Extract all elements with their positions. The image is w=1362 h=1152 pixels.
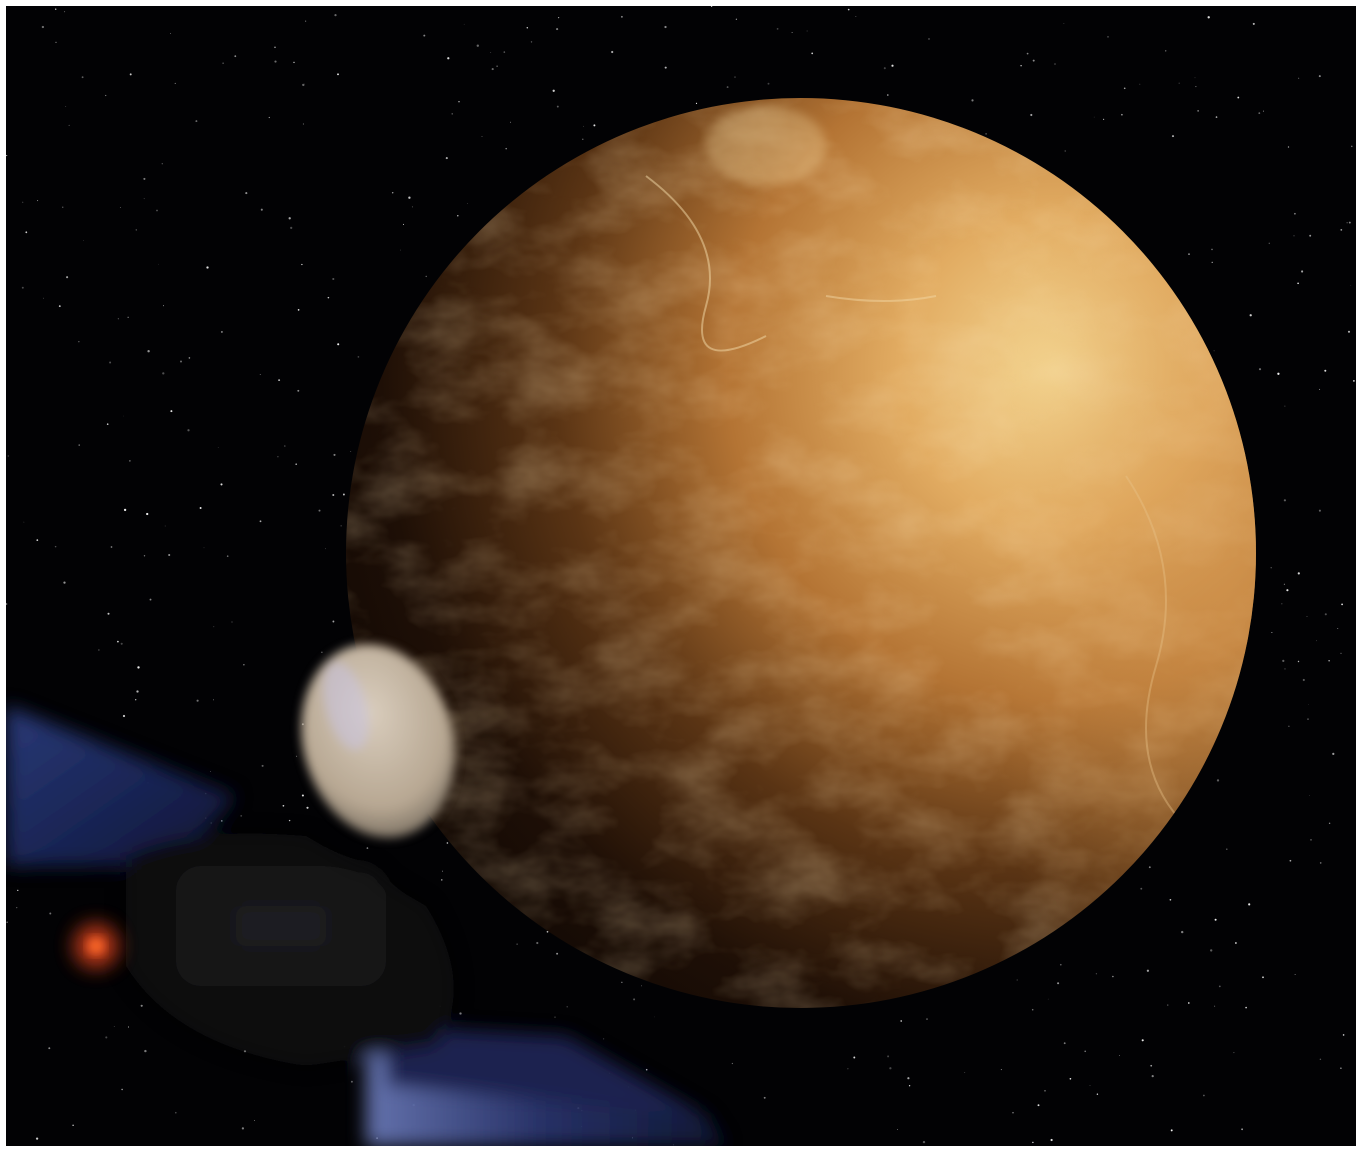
spacecraft-icon bbox=[6, 644, 726, 1146]
image-frame bbox=[6, 6, 1356, 1146]
space-scene bbox=[6, 6, 1355, 1146]
planet-icon bbox=[346, 98, 1256, 1008]
